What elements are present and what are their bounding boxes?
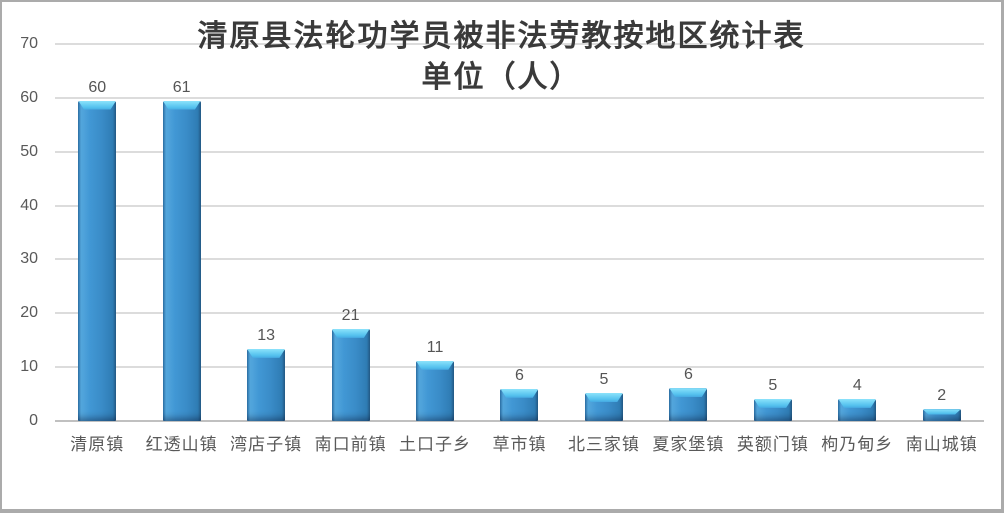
x-tick-label: 清原镇 — [70, 435, 125, 454]
bar-value-label: 11 — [426, 338, 444, 356]
bar — [331, 328, 370, 421]
gridline-30 — [55, 258, 984, 261]
bar — [838, 398, 877, 421]
bar — [753, 398, 792, 421]
bars-row: 60 61 13 21 11 6 5 6 5 4 2 — [55, 44, 984, 421]
bar-value-label: 13 — [257, 326, 276, 344]
gridline-20 — [55, 312, 984, 315]
bar-slot: 6 — [477, 44, 561, 421]
bar-value-label: 60 — [88, 78, 107, 96]
bar-slot: 5 — [731, 44, 815, 421]
x-tick-label: 土口子乡 — [399, 435, 472, 454]
bar-value-label: 4 — [852, 376, 862, 394]
bar — [416, 360, 455, 421]
bar — [922, 409, 961, 421]
x-axis-line — [55, 420, 984, 422]
bar-slot: 6 — [646, 44, 730, 421]
plot-area — [55, 43, 984, 422]
x-tick-label: 枸乃甸乡 — [821, 435, 894, 454]
bar-slot: 11 — [393, 44, 477, 421]
y-tick-label-10: 10 — [20, 358, 38, 376]
x-tick-label: 红透山镇 — [145, 435, 218, 454]
x-tick-label: 南山城镇 — [905, 435, 978, 454]
bar-value-label: 5 — [768, 376, 778, 394]
y-axis-labels: 0 10 20 30 40 50 60 70 — [2, 35, 38, 429]
x-tick-label: 夏家堡镇 — [652, 435, 725, 454]
bar-slot: 60 — [55, 44, 139, 421]
y-tick-label-60: 60 — [20, 88, 38, 106]
gridline-60 — [55, 96, 984, 99]
y-tick-label-30: 30 — [20, 250, 38, 268]
bar-value-label: 5 — [599, 371, 609, 388]
bar — [584, 393, 623, 421]
bar-value-label: 21 — [341, 306, 360, 324]
gridline-70 — [55, 43, 984, 45]
bar-slot: 5 — [562, 44, 646, 421]
gridline-40 — [55, 204, 984, 207]
bar-value-label: 6 — [515, 366, 524, 384]
y-tick-label-50: 50 — [20, 142, 38, 160]
x-tick-label: 湾店子镇 — [230, 435, 303, 454]
x-tick-label: 南口前镇 — [314, 435, 387, 454]
bar-slot: 2 — [900, 44, 984, 421]
y-tick-label-40: 40 — [20, 196, 38, 214]
bar — [669, 388, 708, 421]
bar — [500, 388, 539, 421]
x-tick-label: 英额门镇 — [736, 435, 809, 454]
bar-slot: 4 — [815, 44, 899, 421]
bar-slot: 13 — [224, 44, 308, 421]
x-tick-label: 草市镇 — [492, 435, 547, 454]
y-tick-label-70: 70 — [20, 35, 38, 52]
bar — [162, 100, 201, 421]
y-tick-label-0: 0 — [29, 412, 38, 429]
bar — [247, 348, 286, 421]
bar-value-label: 2 — [937, 387, 947, 405]
bar-slot: 61 — [139, 44, 223, 421]
x-axis-labels: 清原镇 红透山镇 湾店子镇 南口前镇 土口子乡 草市镇 北三家镇 夏家堡镇 英额门镇 枸乃甸乡 南山… — [55, 433, 984, 457]
bar-slot: 21 — [308, 44, 392, 421]
gridline-10 — [55, 366, 984, 369]
gridline-50 — [55, 150, 984, 153]
y-tick-label-20: 20 — [20, 304, 38, 322]
x-tick-label: 北三家镇 — [567, 435, 640, 454]
bar-value-label: 61 — [172, 78, 191, 96]
bar-value-label: 6 — [683, 366, 693, 384]
bar — [78, 100, 117, 421]
